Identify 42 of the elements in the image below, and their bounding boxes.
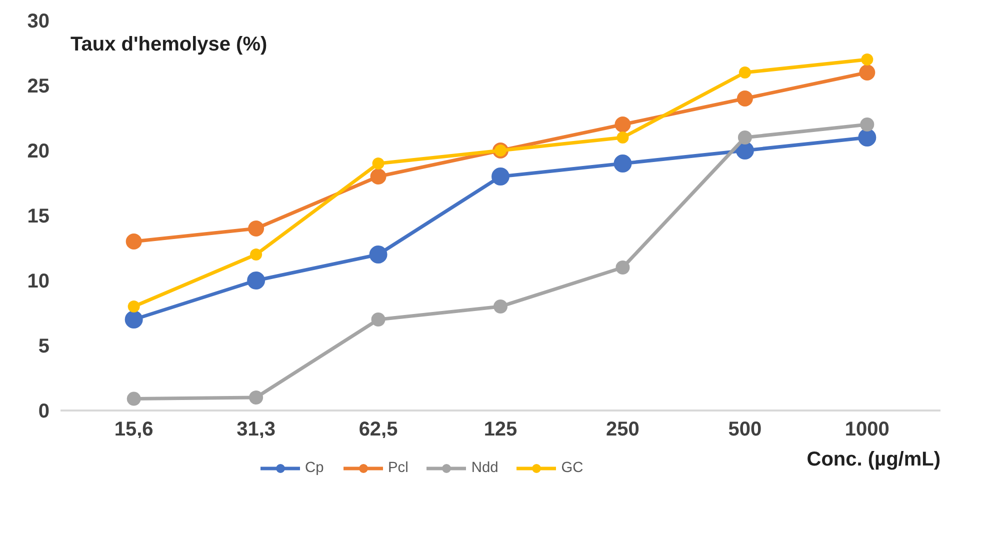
point bbox=[126, 234, 142, 250]
point bbox=[370, 168, 386, 184]
point bbox=[494, 300, 508, 314]
point bbox=[126, 392, 141, 406]
point bbox=[250, 248, 262, 260]
y-tick-label: 5 bbox=[38, 336, 50, 358]
y-tick-label: 0 bbox=[38, 400, 50, 422]
point bbox=[861, 54, 874, 66]
y-tick-label: 25 bbox=[27, 76, 50, 98]
point bbox=[858, 128, 876, 146]
y-tick-label: 30 bbox=[27, 10, 50, 32]
y-tick-label: 20 bbox=[27, 140, 50, 162]
point bbox=[860, 118, 874, 132]
y-tick-label: 15 bbox=[27, 206, 50, 228]
point bbox=[738, 130, 752, 144]
point bbox=[128, 300, 140, 312]
y-axis-title: Taux d'hemolyse (%) bbox=[70, 34, 268, 56]
point bbox=[371, 312, 386, 326]
point bbox=[738, 66, 751, 78]
point bbox=[492, 168, 510, 186]
x-axis-title: Conc. (µg/mL) bbox=[806, 448, 941, 470]
legend-label: Cp bbox=[305, 460, 325, 476]
x-tick-label: 500 bbox=[728, 418, 762, 440]
point bbox=[124, 310, 143, 328]
x-tick-label: 125 bbox=[484, 418, 518, 440]
point bbox=[369, 246, 388, 264]
point bbox=[859, 64, 876, 80]
point bbox=[616, 132, 629, 144]
x-tick-label: 1000 bbox=[844, 418, 890, 440]
point bbox=[614, 116, 631, 132]
y-tick-label: 10 bbox=[27, 270, 50, 292]
point bbox=[248, 220, 264, 236]
point bbox=[616, 260, 630, 274]
point bbox=[736, 90, 753, 106]
point bbox=[249, 390, 264, 404]
legend-label: GC bbox=[561, 460, 584, 476]
point bbox=[247, 272, 266, 290]
point bbox=[372, 158, 384, 170]
legend-label: Ndd bbox=[471, 460, 498, 476]
point bbox=[614, 154, 632, 172]
x-tick-label: 250 bbox=[606, 418, 640, 440]
legend-label: Pcl bbox=[388, 460, 408, 476]
